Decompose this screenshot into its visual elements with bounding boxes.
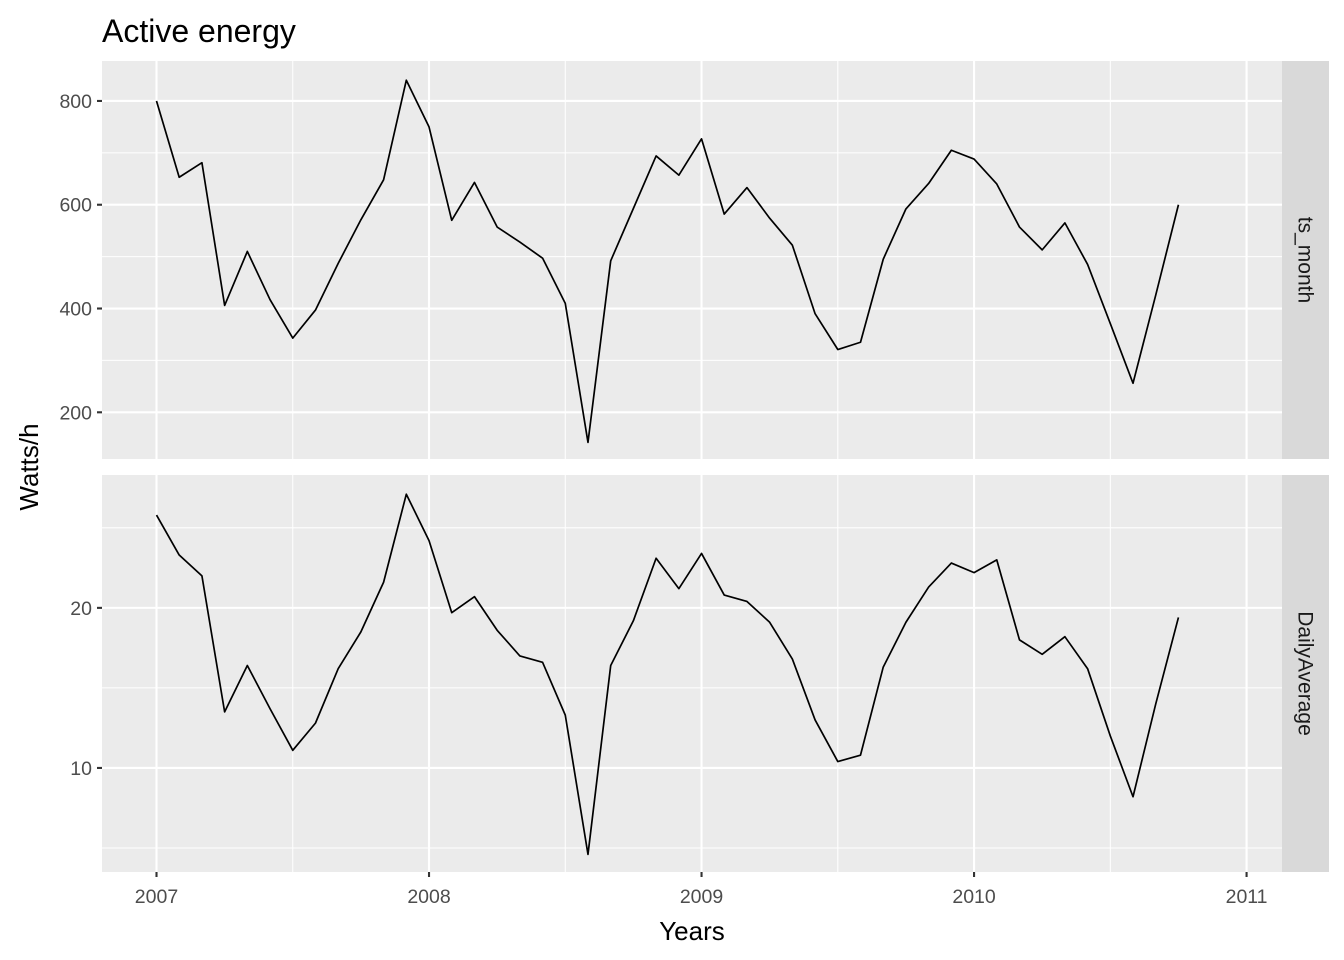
chart-title: Active energy — [102, 13, 296, 49]
x-tick-label: 2009 — [680, 886, 723, 908]
x-tick-label: 2011 — [1226, 886, 1268, 908]
panel-background — [102, 61, 1282, 459]
y-tick-label: 10 — [70, 758, 92, 780]
x-axis-title: Years — [659, 916, 725, 946]
facet-panel-ts-month: 200 400 600 800 ts_month — [59, 61, 1329, 459]
x-tick-label: 2010 — [952, 886, 996, 908]
facet-panel-dailyaverage: 10 20 DailyAverage — [70, 475, 1329, 872]
y-tick-label: 800 — [59, 91, 92, 113]
facet-strip — [1282, 475, 1329, 872]
x-tick-label: 2007 — [135, 886, 178, 908]
y-axis-title: Watts/h — [14, 423, 44, 510]
facet-panels: 200 400 600 800 ts_month 10 20 DailyAverage 2007… — [59, 61, 1329, 908]
series-line — [155, 79, 1180, 444]
facet-strip — [1282, 61, 1329, 459]
y-tick-label: 600 — [59, 195, 92, 217]
y-tick-label: 200 — [59, 402, 92, 424]
x-tick-label: 2008 — [407, 886, 450, 908]
y-tick-label: 400 — [59, 299, 92, 321]
series-line — [155, 493, 1180, 856]
facet-strip-label: ts_month — [1294, 217, 1317, 303]
y-tick-label: 20 — [70, 598, 92, 620]
facet-strip-label: DailyAverage — [1294, 611, 1317, 736]
panel-background — [102, 475, 1282, 872]
